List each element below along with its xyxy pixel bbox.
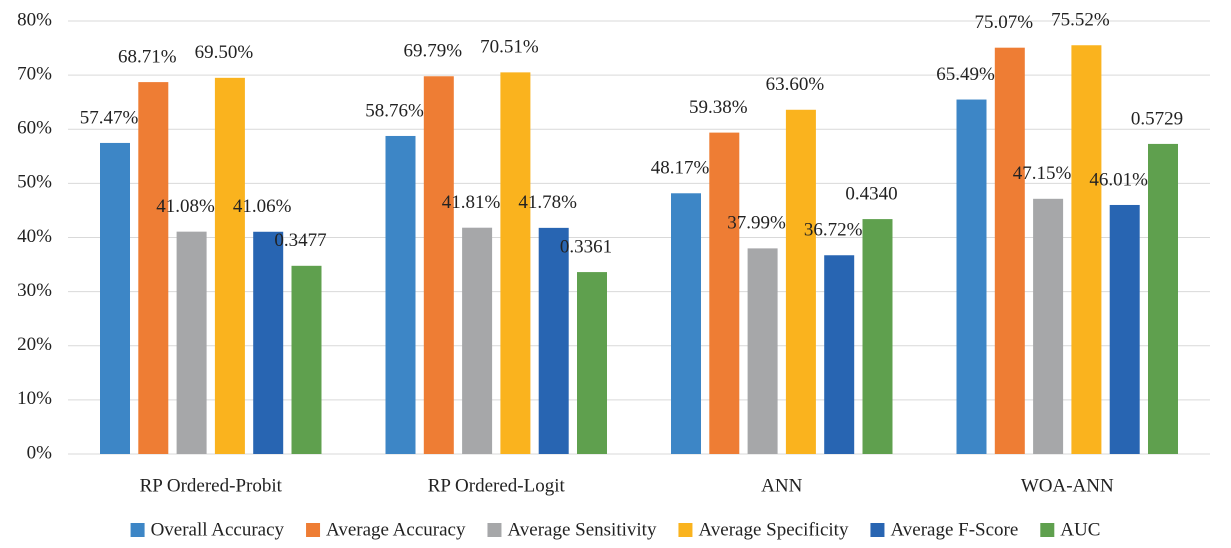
data-label: 46.01% <box>1089 169 1148 190</box>
data-label: 58.76% <box>365 100 424 121</box>
legend-swatch <box>487 523 502 537</box>
bar <box>385 135 416 455</box>
bar <box>176 231 207 454</box>
y-tick-label: 70% <box>17 63 52 84</box>
data-label: 41.78% <box>518 192 577 213</box>
legend-label: Average Sensitivity <box>507 519 656 540</box>
y-tick-label: 80% <box>17 9 52 30</box>
data-label: 59.38% <box>689 97 748 118</box>
bar <box>1148 143 1178 454</box>
data-label: 0.3361 <box>560 236 612 257</box>
y-tick-label: 0% <box>27 442 53 463</box>
y-tick-label: 40% <box>17 226 52 247</box>
legend-label: Overall Accuracy <box>151 519 285 540</box>
data-label: 41.81% <box>442 192 501 213</box>
bar <box>100 142 130 455</box>
y-tick-label: 10% <box>17 388 52 409</box>
data-label: 36.72% <box>804 220 863 241</box>
bar <box>291 265 322 454</box>
data-label: 69.50% <box>195 42 254 63</box>
y-tick-label: 20% <box>17 334 52 355</box>
x-tick-label: RP Ordered-Logit <box>428 475 566 496</box>
x-tick-label: ANN <box>761 475 802 496</box>
bar <box>253 231 284 454</box>
data-label: 57.47% <box>80 107 139 128</box>
bar <box>500 72 531 454</box>
legend-swatch <box>870 523 885 537</box>
bar <box>994 47 1025 454</box>
bar <box>785 109 816 454</box>
y-tick-label: 50% <box>17 172 52 193</box>
data-label: 65.49% <box>936 64 995 85</box>
data-label: 0.3477 <box>274 230 326 251</box>
y-tick-label: 60% <box>17 118 52 139</box>
bar <box>1033 198 1064 454</box>
bar <box>824 255 855 454</box>
data-label: 75.07% <box>975 12 1034 33</box>
legend-label: Average Specificity <box>698 519 848 540</box>
legend-label: Average F-Score <box>890 519 1018 540</box>
data-label: 41.06% <box>233 196 292 217</box>
legend-label: AUC <box>1060 519 1100 540</box>
legend-label: Average Accuracy <box>326 519 466 540</box>
bar <box>423 76 454 454</box>
legend-swatch <box>678 523 693 537</box>
bar <box>462 227 493 454</box>
data-label: 68.71% <box>118 46 177 67</box>
data-label: 47.15% <box>1013 163 1072 184</box>
x-tick-label: WOA-ANN <box>1021 475 1114 496</box>
bar <box>747 248 778 454</box>
bar <box>671 193 701 454</box>
data-label: 70.51% <box>480 37 539 58</box>
bar <box>1071 45 1102 455</box>
x-tick-label: RP Ordered-Probit <box>140 475 283 496</box>
data-label: 41.08% <box>156 196 215 217</box>
bar <box>138 82 169 455</box>
data-label: 0.5729 <box>1131 108 1183 129</box>
y-tick-label: 30% <box>17 280 52 301</box>
data-label: 48.17% <box>651 158 710 179</box>
bar <box>1109 204 1140 454</box>
bar <box>709 132 740 454</box>
data-label: 63.60% <box>766 74 825 95</box>
data-label: 69.79% <box>404 41 463 62</box>
bar <box>862 219 893 454</box>
bar <box>577 272 607 454</box>
bar <box>956 99 987 455</box>
bar <box>538 227 569 454</box>
data-label: 37.99% <box>727 213 786 234</box>
legend-swatch <box>306 523 321 537</box>
data-label: 0.4340 <box>845 183 897 204</box>
legend-swatch <box>130 523 145 537</box>
legend-swatch <box>1040 523 1055 537</box>
bar <box>214 77 245 455</box>
data-label: 75.52% <box>1051 10 1110 31</box>
